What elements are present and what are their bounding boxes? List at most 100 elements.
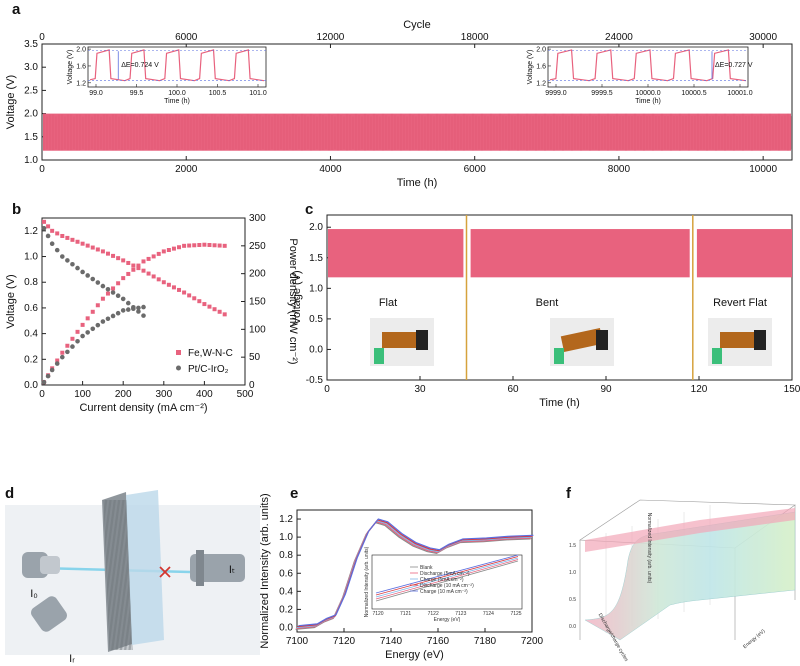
voltage-band-c: [470, 229, 690, 278]
y-tick-label-b: 0.8: [24, 277, 38, 288]
voltage-point-0: [60, 233, 65, 238]
top-axis-label-a: Cycle: [403, 19, 431, 31]
y-axis-label-e: Normalized Intensity (arb. units): [259, 493, 271, 648]
mesh-fiber: [112, 499, 120, 651]
battery-body: [720, 332, 760, 348]
mesh-fiber: [105, 499, 112, 651]
y-tick-label-c: -0.5: [306, 375, 324, 386]
top-tick-label-a: 24000: [605, 32, 633, 43]
mesh-fiber: [108, 499, 116, 651]
voltage-point-1: [95, 280, 101, 285]
power-point-0: [141, 259, 146, 264]
power-point-1: [85, 330, 90, 335]
mesh-fiber: [120, 499, 128, 651]
device-photo-flat: [370, 318, 434, 366]
mesh-fiber: [116, 499, 124, 651]
z-tick-f: 1.5: [569, 543, 576, 549]
device-photo-revert: [708, 318, 772, 366]
voltage-point-1: [49, 241, 55, 246]
inset-x-label-e: Energy (eV): [434, 617, 461, 623]
x-tick-label-a: 6000: [464, 164, 487, 175]
inset-x-tick-e: 7123: [455, 611, 466, 617]
x-axis-label-e: Energy (eV): [385, 649, 444, 661]
power-point-1: [90, 326, 96, 332]
inset-x-tick-label: 99.5: [130, 90, 144, 97]
x-tick-label-a: 4000: [319, 164, 342, 175]
voltage-point-0: [105, 251, 110, 256]
surface-plot-f: 0.0 0.5 1.0 1.5 Normalized Intensity (arb. u…: [569, 499, 796, 663]
voltage-point-0: [151, 274, 156, 279]
y-tick-label-e: 1.2: [279, 514, 293, 525]
voltage-point-0: [146, 271, 151, 276]
power-point-0: [192, 243, 197, 248]
voltage-point-0: [85, 243, 90, 248]
panel-label-a: a: [12, 1, 21, 18]
power-point-0: [100, 296, 105, 301]
voltage-point-0: [207, 304, 212, 309]
power-point-0: [166, 248, 171, 253]
x-tick-label-b: 500: [237, 389, 254, 400]
inset-x-tick-e: 7120: [372, 611, 383, 617]
power-point-0: [151, 254, 156, 259]
mesh-fiber: [106, 499, 113, 651]
mesh-fiber: [118, 499, 125, 651]
z-tick-f: 0.0: [569, 624, 576, 630]
voltage-point-0: [46, 224, 51, 229]
y-tick-label-b: 1.2: [24, 226, 38, 237]
power-point-0: [156, 251, 161, 256]
x-tick-label-e: 7140: [380, 636, 403, 647]
legend-label-0: Fe,W-N-C: [188, 348, 233, 359]
y2-tick-label-b: 200: [249, 269, 266, 280]
inset-voltage-line: [89, 49, 265, 82]
y-tick-label-b: 0.6: [24, 303, 38, 314]
voltage-point-1: [41, 225, 47, 231]
power-point-1: [45, 373, 51, 379]
y-tick-label-a: 1.5: [24, 132, 38, 143]
y-tick-label-b: 0.0: [24, 380, 38, 391]
power-point-0: [65, 343, 70, 348]
y-tick-label-b: 0.4: [24, 329, 38, 340]
legend-marker-0: [176, 350, 181, 355]
panel-label-e: e: [290, 485, 298, 502]
x-axis-label-a: Time (h): [397, 177, 438, 189]
mesh-fiber: [119, 499, 126, 651]
inset-legend-label-3: Discharge (10 mA cm⁻²): [420, 583, 474, 589]
x-tick-label-c: 90: [600, 384, 612, 395]
inset-x-tick-e: 7124: [483, 611, 494, 617]
voltage-point-1: [141, 313, 146, 318]
inset-line-3: [375, 556, 519, 596]
axes-frame-e: [296, 509, 533, 633]
x-tick-label-a: 0: [39, 164, 45, 175]
inset-x-tick-label: 100.0: [168, 90, 186, 97]
voltage-point-0: [111, 253, 116, 258]
power-point-0: [207, 242, 212, 247]
power-point-1: [49, 367, 55, 373]
voltage-point-1: [110, 290, 116, 295]
panel-label-f: f: [566, 485, 572, 502]
segment-label-1: Bent: [536, 297, 559, 309]
inset-line-2: [375, 557, 519, 598]
label-ir: Iᵣ: [69, 653, 75, 665]
voltage-point-0: [90, 245, 95, 250]
segment-label-2: Revert Flat: [713, 297, 767, 309]
voltage-point-1: [125, 300, 131, 306]
power-point-0: [80, 322, 85, 327]
delta-annotation: ΔE=0.724 V: [121, 62, 159, 69]
top-tick-label-a: 12000: [317, 32, 345, 43]
power-point-0: [222, 243, 227, 248]
voltage-point-1: [65, 258, 70, 263]
power-point-0: [212, 243, 217, 248]
voltage-point-0: [182, 290, 187, 295]
power-point-0: [116, 281, 121, 286]
inset-line-4: [375, 554, 519, 594]
label-it: Iₜ: [229, 564, 235, 576]
y-tick-label-a: 2.5: [24, 85, 38, 96]
inset-y-tick-label: 1.6: [536, 63, 546, 70]
x-tick-label-b: 200: [115, 389, 132, 400]
mesh-fiber: [114, 499, 121, 651]
y-tick-label-c: 0.0: [309, 344, 323, 355]
power-point-1: [100, 319, 106, 324]
power-point-0: [197, 242, 202, 247]
voltage-point-0: [121, 258, 126, 263]
clip-right: [596, 330, 608, 350]
